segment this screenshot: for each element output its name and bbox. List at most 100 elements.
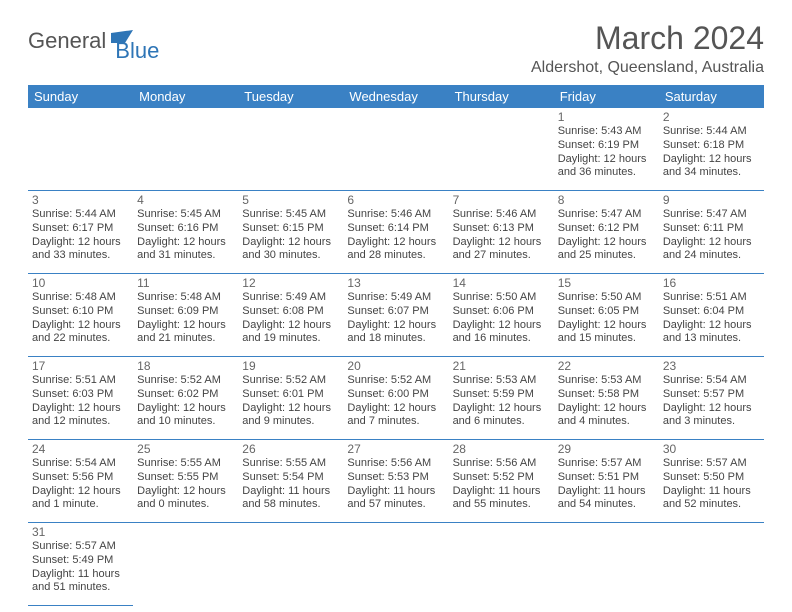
weekday-header: Friday [554, 85, 659, 108]
day-sunrise: Sunrise: 5:43 AM [558, 125, 655, 139]
day-number: 1 [558, 110, 655, 124]
day-number: 24 [32, 442, 129, 456]
calendar-day-cell: 27Sunrise: 5:56 AMSunset: 5:53 PMDayligh… [343, 440, 448, 523]
day-number: 23 [663, 359, 760, 373]
day-daylight2: and 0 minutes. [137, 498, 234, 512]
day-sunset: Sunset: 5:56 PM [32, 471, 129, 485]
day-number: 25 [137, 442, 234, 456]
day-number: 22 [558, 359, 655, 373]
calendar-day-cell: 30Sunrise: 5:57 AMSunset: 5:50 PMDayligh… [659, 440, 764, 523]
day-daylight1: Daylight: 12 hours [558, 319, 655, 333]
day-number: 19 [242, 359, 339, 373]
day-daylight2: and 34 minutes. [663, 166, 760, 180]
calendar-week-row: 31Sunrise: 5:57 AMSunset: 5:49 PMDayligh… [28, 523, 764, 606]
day-sunset: Sunset: 5:49 PM [32, 554, 129, 568]
day-daylight2: and 3 minutes. [663, 415, 760, 429]
day-sunrise: Sunrise: 5:49 AM [347, 291, 444, 305]
day-daylight1: Daylight: 11 hours [32, 568, 129, 582]
calendar-day-cell: 19Sunrise: 5:52 AMSunset: 6:01 PMDayligh… [238, 357, 343, 440]
calendar-empty-cell [449, 108, 554, 191]
day-sunset: Sunset: 6:01 PM [242, 388, 339, 402]
logo: General Blue [28, 28, 181, 54]
day-daylight1: Daylight: 11 hours [242, 485, 339, 499]
day-number: 12 [242, 276, 339, 290]
day-daylight2: and 16 minutes. [453, 332, 550, 346]
calendar-empty-cell [343, 108, 448, 191]
day-number: 20 [347, 359, 444, 373]
day-sunset: Sunset: 6:10 PM [32, 305, 129, 319]
calendar-day-cell: 24Sunrise: 5:54 AMSunset: 5:56 PMDayligh… [28, 440, 133, 523]
day-number: 27 [347, 442, 444, 456]
weekday-header: Tuesday [238, 85, 343, 108]
day-daylight1: Daylight: 12 hours [663, 153, 760, 167]
day-sunset: Sunset: 6:06 PM [453, 305, 550, 319]
day-daylight2: and 58 minutes. [242, 498, 339, 512]
day-number: 15 [558, 276, 655, 290]
day-daylight1: Daylight: 12 hours [663, 402, 760, 416]
day-daylight2: and 55 minutes. [453, 498, 550, 512]
calendar-empty-cell [449, 523, 554, 606]
day-number: 6 [347, 193, 444, 207]
day-sunset: Sunset: 6:15 PM [242, 222, 339, 236]
day-daylight1: Daylight: 12 hours [663, 236, 760, 250]
day-daylight2: and 6 minutes. [453, 415, 550, 429]
day-daylight2: and 27 minutes. [453, 249, 550, 263]
calendar-day-cell: 15Sunrise: 5:50 AMSunset: 6:05 PMDayligh… [554, 274, 659, 357]
day-sunset: Sunset: 6:18 PM [663, 139, 760, 153]
day-sunset: Sunset: 6:13 PM [453, 222, 550, 236]
day-number: 4 [137, 193, 234, 207]
calendar-day-cell: 31Sunrise: 5:57 AMSunset: 5:49 PMDayligh… [28, 523, 133, 606]
day-number: 18 [137, 359, 234, 373]
day-sunset: Sunset: 6:03 PM [32, 388, 129, 402]
day-sunrise: Sunrise: 5:54 AM [32, 457, 129, 471]
day-number: 28 [453, 442, 550, 456]
day-daylight2: and 57 minutes. [347, 498, 444, 512]
weekday-header: Thursday [449, 85, 554, 108]
day-sunset: Sunset: 5:53 PM [347, 471, 444, 485]
day-sunrise: Sunrise: 5:49 AM [242, 291, 339, 305]
day-sunset: Sunset: 5:57 PM [663, 388, 760, 402]
day-daylight2: and 9 minutes. [242, 415, 339, 429]
day-daylight1: Daylight: 11 hours [453, 485, 550, 499]
day-number: 3 [32, 193, 129, 207]
day-sunset: Sunset: 6:16 PM [137, 222, 234, 236]
day-number: 30 [663, 442, 760, 456]
day-daylight1: Daylight: 12 hours [137, 402, 234, 416]
day-sunrise: Sunrise: 5:52 AM [137, 374, 234, 388]
day-daylight1: Daylight: 12 hours [32, 485, 129, 499]
day-sunrise: Sunrise: 5:56 AM [347, 457, 444, 471]
calendar-empty-cell [659, 523, 764, 606]
day-number: 7 [453, 193, 550, 207]
day-daylight1: Daylight: 11 hours [663, 485, 760, 499]
day-daylight1: Daylight: 12 hours [453, 402, 550, 416]
calendar-empty-cell [133, 108, 238, 191]
day-daylight2: and 10 minutes. [137, 415, 234, 429]
day-daylight2: and 4 minutes. [558, 415, 655, 429]
calendar-day-cell: 22Sunrise: 5:53 AMSunset: 5:58 PMDayligh… [554, 357, 659, 440]
day-sunset: Sunset: 5:50 PM [663, 471, 760, 485]
day-daylight1: Daylight: 12 hours [347, 402, 444, 416]
calendar-day-cell: 26Sunrise: 5:55 AMSunset: 5:54 PMDayligh… [238, 440, 343, 523]
calendar-day-cell: 28Sunrise: 5:56 AMSunset: 5:52 PMDayligh… [449, 440, 554, 523]
day-sunset: Sunset: 5:55 PM [137, 471, 234, 485]
day-sunrise: Sunrise: 5:57 AM [32, 540, 129, 554]
day-daylight1: Daylight: 12 hours [558, 402, 655, 416]
weekday-header: Sunday [28, 85, 133, 108]
day-sunrise: Sunrise: 5:56 AM [453, 457, 550, 471]
day-sunset: Sunset: 6:08 PM [242, 305, 339, 319]
day-sunrise: Sunrise: 5:53 AM [453, 374, 550, 388]
day-daylight2: and 51 minutes. [32, 581, 129, 595]
calendar-day-cell: 21Sunrise: 5:53 AMSunset: 5:59 PMDayligh… [449, 357, 554, 440]
day-daylight2: and 12 minutes. [32, 415, 129, 429]
day-sunrise: Sunrise: 5:47 AM [663, 208, 760, 222]
day-sunrise: Sunrise: 5:54 AM [663, 374, 760, 388]
calendar-day-cell: 14Sunrise: 5:50 AMSunset: 6:06 PMDayligh… [449, 274, 554, 357]
day-number: 16 [663, 276, 760, 290]
day-daylight2: and 21 minutes. [137, 332, 234, 346]
day-daylight2: and 24 minutes. [663, 249, 760, 263]
calendar-body: 1Sunrise: 5:43 AMSunset: 6:19 PMDaylight… [28, 108, 764, 606]
day-daylight1: Daylight: 12 hours [558, 153, 655, 167]
calendar-header-row: SundayMondayTuesdayWednesdayThursdayFrid… [28, 85, 764, 108]
day-sunset: Sunset: 6:17 PM [32, 222, 129, 236]
day-number: 17 [32, 359, 129, 373]
